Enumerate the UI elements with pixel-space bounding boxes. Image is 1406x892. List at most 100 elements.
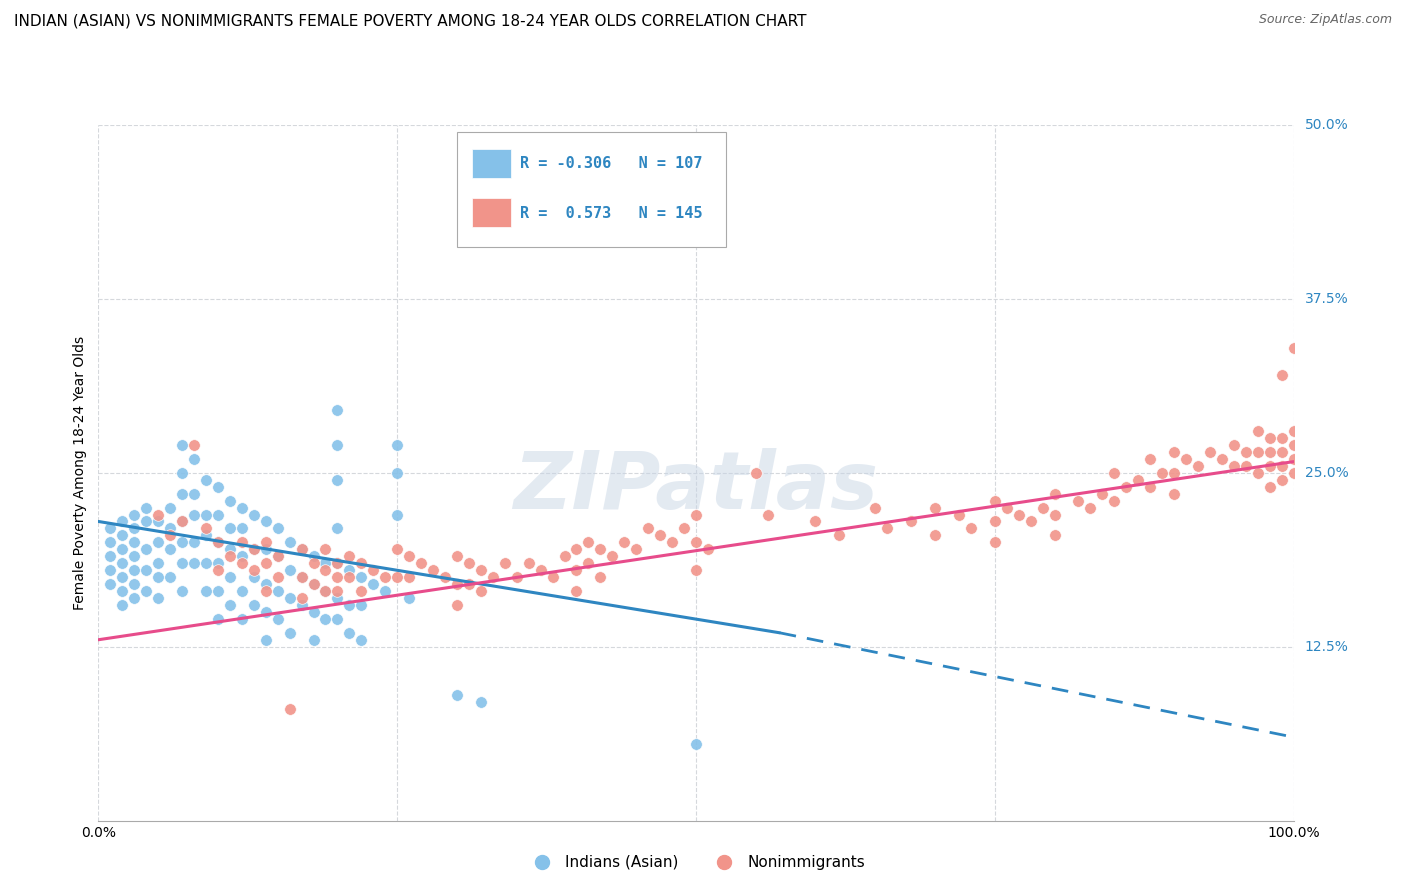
Point (302, 632, 325, 647)
Point (194, 528, 217, 542)
Point (267, 521, 290, 535)
Point (135, 584, 157, 599)
Point (1150, 466, 1173, 480)
Point (983, 493, 1005, 508)
Point (207, 535, 229, 549)
Point (1139, 451, 1161, 466)
Point (924, 500, 946, 515)
Point (398, 591, 420, 605)
Point (207, 480, 229, 494)
Point (398, 570, 420, 584)
Point (470, 584, 492, 599)
Point (517, 556, 540, 570)
Point (446, 549, 468, 564)
Point (231, 549, 253, 564)
Point (111, 584, 134, 599)
Point (589, 570, 612, 584)
Point (148, 570, 170, 584)
Point (231, 535, 253, 549)
Point (219, 542, 242, 557)
Point (1234, 458, 1257, 473)
Point (148, 556, 170, 570)
FancyBboxPatch shape (472, 198, 510, 227)
Point (756, 508, 779, 522)
Point (111, 598, 134, 612)
Point (172, 584, 194, 599)
Point (637, 521, 659, 535)
Point (278, 702, 301, 716)
Point (207, 556, 229, 570)
Text: R =  0.573   N = 145: R = 0.573 N = 145 (520, 206, 703, 220)
Point (124, 563, 146, 577)
Point (302, 577, 325, 591)
Point (828, 528, 851, 542)
Point (172, 535, 194, 549)
Point (219, 549, 242, 564)
Point (1128, 473, 1150, 487)
Point (302, 577, 325, 591)
Point (685, 563, 707, 577)
Point (148, 508, 170, 522)
Point (290, 591, 312, 605)
Point (254, 577, 277, 591)
Point (278, 625, 301, 640)
Point (1271, 368, 1294, 383)
Legend: Indians (Asian), Nonimmigrants: Indians (Asian), Nonimmigrants (520, 848, 872, 876)
Point (172, 515, 194, 529)
Point (231, 556, 253, 570)
Point (315, 563, 337, 577)
Point (219, 570, 242, 584)
Point (1258, 431, 1281, 445)
Text: 25.0%: 25.0% (1305, 466, 1348, 480)
Point (207, 612, 229, 626)
Point (159, 528, 181, 542)
Point (148, 535, 170, 549)
Point (326, 591, 349, 605)
Point (1234, 445, 1257, 459)
Point (470, 695, 492, 709)
Point (1282, 424, 1305, 438)
Point (1102, 466, 1125, 480)
Point (1271, 445, 1294, 459)
Point (135, 542, 157, 557)
Point (337, 570, 360, 584)
Point (98, 563, 122, 577)
Point (481, 570, 505, 584)
Point (1007, 508, 1029, 522)
Point (494, 556, 516, 570)
Point (600, 549, 623, 564)
Point (350, 584, 373, 599)
Point (1163, 486, 1185, 500)
Point (470, 563, 492, 577)
Point (1282, 451, 1305, 466)
Point (1139, 480, 1161, 494)
Point (385, 570, 409, 584)
Point (135, 563, 157, 577)
Point (948, 508, 970, 522)
Point (135, 515, 157, 529)
Point (111, 542, 134, 557)
Point (385, 508, 409, 522)
Point (1222, 458, 1246, 473)
Point (98, 577, 122, 591)
Point (1222, 438, 1246, 452)
Point (876, 521, 898, 535)
Point (254, 556, 277, 570)
Point (529, 563, 551, 577)
Point (506, 570, 529, 584)
Point (194, 584, 217, 599)
Point (900, 515, 922, 529)
Point (1211, 451, 1233, 466)
Text: 12.5%: 12.5% (1305, 640, 1348, 654)
Point (1198, 445, 1220, 459)
FancyBboxPatch shape (472, 149, 510, 178)
Point (183, 556, 205, 570)
Point (363, 563, 385, 577)
Point (1271, 458, 1294, 473)
Point (183, 535, 205, 549)
Point (254, 632, 277, 647)
Point (385, 542, 409, 557)
Point (374, 584, 396, 599)
Point (385, 438, 409, 452)
Point (243, 542, 266, 557)
